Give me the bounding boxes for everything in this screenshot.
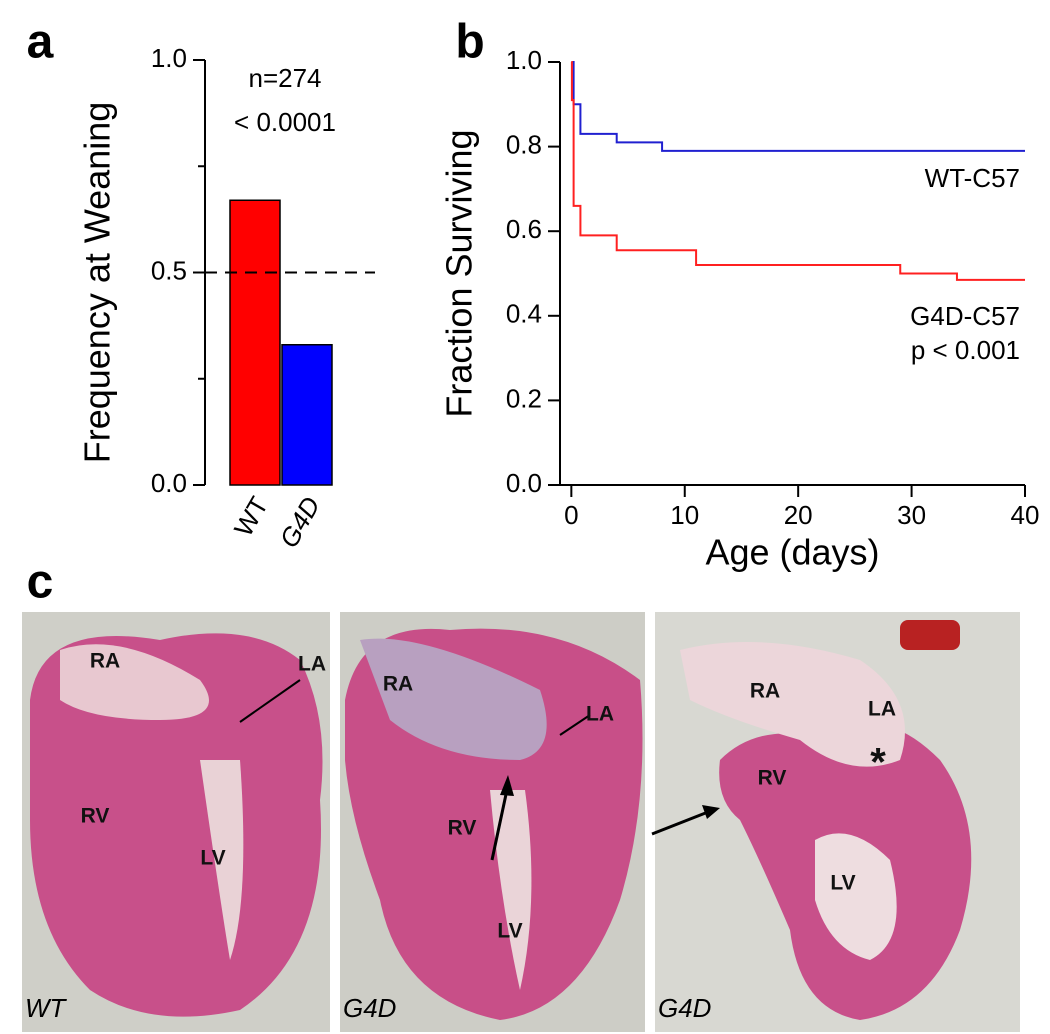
y-tick-label: 0.5	[151, 255, 187, 285]
arrow-head	[500, 775, 514, 796]
image-caption: WT	[25, 993, 68, 1023]
anatomy-label: LV	[830, 872, 855, 895]
annotation: n=274	[248, 63, 321, 93]
y-tick-label: 1.0	[151, 43, 187, 73]
pointer-line	[239, 679, 301, 723]
tissue	[30, 633, 323, 1017]
tissue	[200, 760, 244, 960]
anatomy-label: LV	[497, 920, 522, 943]
p-value: p < 0.001	[911, 335, 1020, 365]
anatomy-label: RA	[383, 673, 413, 696]
y-tick-label: 0.0	[506, 468, 542, 498]
x-tick-label: 40	[1011, 500, 1040, 530]
tissue	[815, 833, 897, 960]
image-caption: G4D	[658, 993, 711, 1023]
y-tick-label: 0.8	[506, 129, 542, 159]
anatomy-label: *	[870, 741, 886, 785]
arrow-head	[702, 805, 720, 819]
tissue	[490, 790, 532, 990]
panel-letter: b	[455, 16, 484, 69]
survival-line	[571, 61, 1025, 152]
y-tick-label: 1.0	[506, 45, 542, 75]
y-tick-label: 0.4	[506, 299, 542, 329]
y-axis-label: Fraction Surviving	[439, 129, 480, 417]
series-label: WT-C57	[925, 163, 1020, 193]
panel-letter: a	[27, 16, 54, 69]
histology-images	[22, 612, 1020, 1032]
y-axis-label: Frequency at Weaning	[77, 102, 118, 464]
arrow	[490, 784, 510, 861]
pointer-line	[559, 714, 591, 736]
survival-line	[570, 61, 1025, 281]
anatomy-label: LA	[586, 703, 614, 726]
bar	[229, 199, 281, 486]
tissue	[60, 644, 209, 720]
tissue	[900, 620, 960, 650]
bar	[281, 344, 333, 486]
anatomy-label: RV	[448, 817, 477, 840]
y-tick-label: 0.0	[151, 468, 187, 498]
anatomy-label: LA	[868, 698, 896, 721]
series-label: G4D-C57	[910, 301, 1020, 331]
x-tick-label: WT	[228, 491, 274, 541]
x-tick-label: G4D	[273, 491, 326, 552]
image-caption: G4D	[343, 993, 396, 1023]
x-tick-label: 20	[784, 500, 813, 530]
y-tick-label: 0.2	[506, 383, 542, 413]
anatomy-label: LA	[298, 653, 326, 676]
anatomy-label: RA	[750, 680, 780, 703]
x-tick-label: 10	[670, 500, 699, 530]
x-tick-label: 30	[897, 500, 926, 530]
annotation: < 0.0001	[234, 107, 336, 137]
anatomy-label: RA	[90, 650, 120, 673]
panel-letter: c	[27, 556, 54, 609]
x-axis-label: Age (days)	[705, 532, 879, 573]
tissue	[680, 642, 905, 767]
anatomy-label: LV	[200, 847, 225, 870]
arrow	[651, 810, 709, 836]
x-tick-label: 0	[564, 500, 578, 530]
tissue	[360, 638, 547, 760]
anatomy-label: RV	[758, 767, 787, 790]
anatomy-label: RV	[81, 805, 110, 828]
y-tick-label: 0.6	[506, 214, 542, 244]
